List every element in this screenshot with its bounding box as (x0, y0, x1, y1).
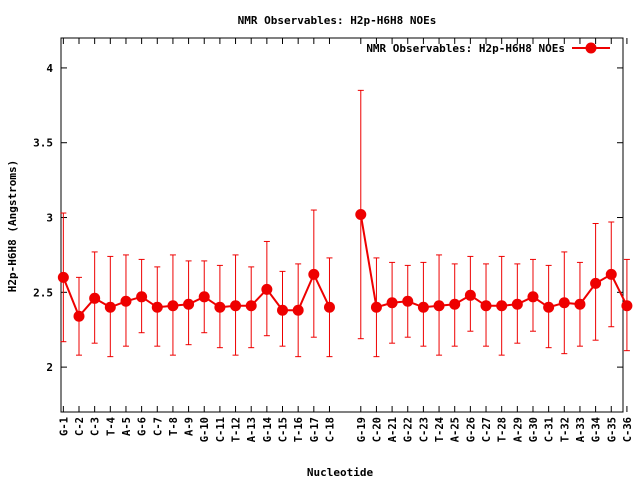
x-tick-label: A-33 (575, 417, 587, 442)
error-bars (60, 89, 630, 358)
x-tick-label: G-22 (403, 417, 415, 442)
series-line (359, 214, 628, 309)
data-point (527, 291, 539, 303)
x-tick-label: T-28 (497, 417, 509, 442)
data-point (355, 209, 367, 221)
y-axis-ticks: 2 2.5 3 3.5 4 (33, 62, 623, 374)
x-tick-label: G-34 (591, 417, 603, 442)
legend: NMR Observables: H2p-H6H8 NOEs (366, 42, 610, 55)
y-tick-label: 2.5 (33, 286, 53, 299)
data-point (89, 292, 101, 304)
x-axis-label: Nucleotide (307, 466, 374, 479)
data-point (136, 291, 148, 303)
x-tick-label: T-8 (168, 417, 180, 436)
data-point (73, 310, 85, 322)
x-tick-label: C-7 (152, 417, 164, 436)
x-tick-label: G-30 (528, 417, 540, 442)
axes (60, 37, 624, 413)
chart-title: NMR Observables: H2p-H6H8 NOEs (238, 14, 437, 27)
data-point (277, 304, 289, 316)
x-tick-label: G-10 (199, 417, 211, 442)
data-point (543, 301, 555, 313)
x-tick-label: C-27 (481, 417, 493, 442)
data-point (511, 298, 523, 310)
data-point (261, 283, 273, 295)
x-tick-label: C-15 (278, 417, 290, 442)
data-point (370, 301, 382, 313)
x-tick-label: C-11 (215, 417, 227, 442)
x-tick-label: T-4 (105, 417, 117, 436)
data-point (590, 277, 602, 289)
x-tick-label: T-12 (231, 417, 243, 442)
y-tick-label: 4 (46, 62, 53, 75)
x-tick-label: A-29 (512, 417, 524, 442)
x-tick-label: C-18 (324, 417, 336, 442)
x-tick-label: T-24 (434, 417, 446, 442)
series-points (57, 209, 633, 322)
data-point (183, 298, 195, 310)
x-tick-label: C-36 (622, 417, 634, 442)
y-tick-label: 3 (46, 212, 53, 225)
x-tick-label: G-17 (309, 417, 321, 442)
x-tick-label: G-6 (137, 417, 149, 436)
y-tick-label: 2 (46, 361, 53, 374)
x-tick-label: C-31 (544, 417, 556, 442)
data-point (230, 300, 242, 312)
data-point (308, 268, 320, 280)
data-point (245, 300, 257, 312)
data-point (151, 301, 163, 313)
x-tick-label: G-1 (58, 417, 70, 436)
legend-label: NMR Observables: H2p-H6H8 NOEs (366, 42, 565, 55)
data-point (120, 295, 132, 307)
data-point (496, 300, 508, 312)
x-tick-label: A-9 (184, 417, 196, 436)
x-tick-label: C-20 (371, 417, 383, 442)
data-point (558, 297, 570, 309)
data-point (386, 297, 398, 309)
data-point (417, 301, 429, 313)
x-tick-label: A-25 (450, 417, 462, 442)
legend-marker (585, 42, 597, 54)
x-tick-label: G-19 (356, 417, 368, 442)
data-point (198, 291, 210, 303)
x-tick-label: G-14 (262, 417, 274, 442)
data-point (57, 271, 69, 283)
x-tick-label: A-13 (246, 417, 258, 442)
x-tick-label: A-5 (121, 417, 133, 436)
x-tick-label: C-2 (74, 417, 86, 436)
x-tick-label: T-32 (559, 417, 571, 442)
series-lines (62, 214, 628, 319)
plot-frame (60, 37, 624, 413)
y-tick-label: 3.5 (33, 137, 53, 150)
data-point (480, 300, 492, 312)
data-point (104, 301, 116, 313)
x-tick-label: G-26 (465, 417, 477, 442)
data-point (323, 301, 335, 313)
x-tick-label: T-16 (293, 417, 305, 442)
series-line (62, 271, 331, 319)
data-point (167, 300, 179, 312)
x-tick-label: C-3 (90, 417, 102, 436)
data-point (214, 301, 226, 313)
data-point (292, 304, 304, 316)
x-tick-label: A-21 (387, 417, 399, 442)
x-axis-ticks: G-1 C-2 C-3 T-4 A-5 G-6 C-7 T-8 A-9 G-10 C-11 T-12 A… (58, 38, 634, 442)
data-point (574, 298, 586, 310)
data-point (433, 300, 445, 312)
data-point (449, 298, 461, 310)
data-point (605, 268, 617, 280)
x-tick-label: G-35 (606, 417, 618, 442)
x-tick-label: C-23 (418, 417, 430, 442)
data-point (402, 295, 414, 307)
data-point (464, 289, 476, 301)
data-point (621, 300, 633, 312)
y-axis-label: H2p-H6H8 (Angstroms) (6, 160, 19, 292)
